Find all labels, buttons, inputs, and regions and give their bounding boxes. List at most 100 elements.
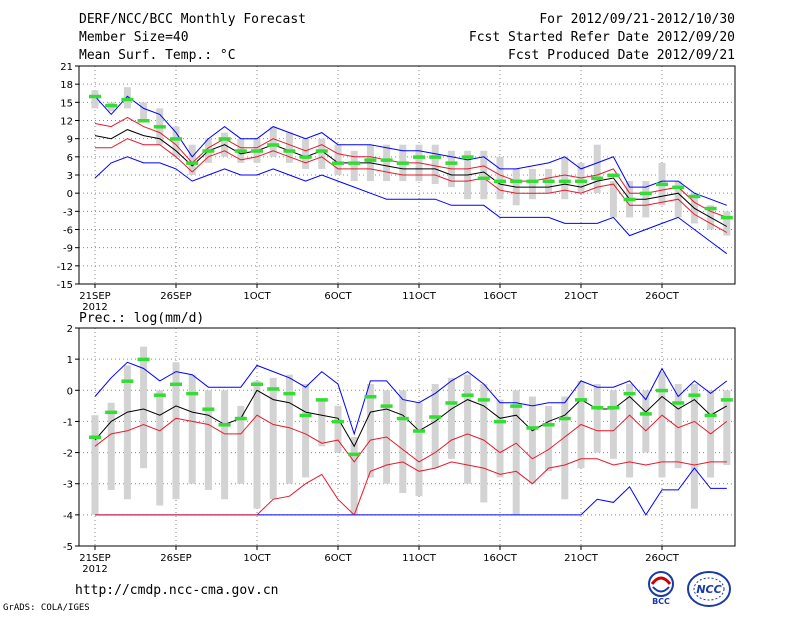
obs-marker bbox=[591, 176, 604, 181]
y-tick-label: -3 bbox=[63, 480, 73, 491]
obs-marker bbox=[639, 412, 652, 416]
obs-marker bbox=[137, 119, 150, 123]
obs-marker bbox=[445, 401, 458, 405]
obs-marker bbox=[558, 416, 571, 421]
ensemble-bar bbox=[221, 390, 229, 500]
ensemble-bar bbox=[366, 384, 374, 478]
y-tick-label: -12 bbox=[57, 262, 73, 273]
ensemble-bar bbox=[431, 144, 439, 185]
ensemble-bar bbox=[188, 144, 196, 175]
series-line-lower-extreme-spread bbox=[95, 458, 727, 516]
obs-marker bbox=[445, 161, 458, 165]
y-tick-label: 21 bbox=[60, 62, 73, 73]
ensemble-bar bbox=[302, 384, 310, 478]
ensemble-bar bbox=[674, 384, 682, 469]
x-tick-label: 11OCT bbox=[402, 553, 437, 564]
obs-marker bbox=[121, 97, 134, 102]
ensemble-bar bbox=[172, 362, 180, 500]
x-tick-label: 6OCT bbox=[324, 291, 352, 302]
obs-marker bbox=[607, 173, 620, 177]
bcc-logo-label: BCC bbox=[652, 597, 670, 606]
obs-marker bbox=[299, 413, 312, 418]
ensemble-bar bbox=[399, 390, 407, 494]
obs-marker bbox=[218, 137, 231, 141]
y-tick-label: 0 bbox=[67, 386, 73, 397]
obs-marker bbox=[396, 161, 409, 165]
ensemble-bar bbox=[107, 402, 115, 490]
ensemble-bar bbox=[237, 405, 245, 484]
obs-marker bbox=[413, 155, 425, 159]
obs-marker bbox=[575, 398, 587, 402]
series-line-lower-spread bbox=[94, 414, 728, 463]
header-produced-date: Fcst Produced Date 2012/09/21 bbox=[508, 48, 735, 63]
ensemble-bar bbox=[350, 437, 358, 515]
y-tick-label: 1 bbox=[67, 355, 73, 366]
obs-marker bbox=[510, 179, 523, 184]
obs-marker bbox=[510, 404, 523, 408]
footer-credit: GrADS: COLA/IGES bbox=[3, 603, 90, 613]
ensemble-bar bbox=[480, 384, 488, 503]
y-tick-label: 18 bbox=[60, 80, 73, 91]
ensemble-bar bbox=[415, 402, 423, 497]
ensemble-bar bbox=[383, 144, 391, 182]
obs-marker bbox=[704, 413, 717, 418]
obs-marker bbox=[299, 155, 312, 159]
ensemble-bar bbox=[593, 384, 601, 453]
footer-url[interactable]: http://cmdp.ncc-cma.gov.cn bbox=[75, 583, 279, 598]
y-tick-label: 12 bbox=[60, 117, 73, 128]
ensemble-bar bbox=[334, 405, 342, 453]
series-line-upper-spread bbox=[94, 116, 727, 218]
obs-marker bbox=[202, 149, 215, 153]
ensemble-bar bbox=[431, 384, 439, 469]
obs-marker bbox=[688, 194, 701, 199]
header-period: For 2012/09/21-2012/10/30 bbox=[539, 12, 735, 27]
ensemble-bar bbox=[545, 405, 553, 472]
y-tick-label: 2 bbox=[67, 324, 73, 335]
ensemble-bar bbox=[140, 102, 148, 121]
obs-marker bbox=[267, 143, 280, 147]
obs-marker bbox=[234, 149, 247, 153]
obs-marker bbox=[688, 393, 701, 397]
obs-marker bbox=[202, 407, 215, 411]
obs-marker bbox=[332, 419, 344, 424]
obs-marker bbox=[315, 398, 328, 402]
ensemble-bar bbox=[528, 396, 536, 484]
obs-marker bbox=[137, 357, 150, 362]
obs-marker bbox=[89, 94, 101, 99]
obs-marker bbox=[170, 382, 182, 387]
ensemble-bar bbox=[302, 138, 310, 169]
y-tick-label: -5 bbox=[63, 542, 73, 553]
ensemble-bar bbox=[561, 156, 569, 200]
obs-marker bbox=[380, 404, 393, 408]
obs-marker bbox=[251, 382, 263, 387]
obs-marker bbox=[267, 387, 280, 391]
ensemble-bar bbox=[480, 150, 488, 200]
obs-marker bbox=[251, 149, 263, 153]
ncc-logo: NCC bbox=[687, 571, 731, 607]
ensemble-bar bbox=[609, 390, 617, 459]
obs-marker bbox=[89, 435, 101, 439]
obs-marker bbox=[542, 423, 555, 427]
header-member-size: Member Size=40 bbox=[79, 30, 189, 45]
ensemble-bar bbox=[123, 87, 131, 109]
y-tick-label: -15 bbox=[57, 280, 73, 291]
ensemble-bar bbox=[156, 390, 164, 506]
y-tick-label: -4 bbox=[63, 511, 73, 522]
obs-marker bbox=[170, 137, 182, 141]
x-tick-label: 16OCT bbox=[483, 291, 518, 302]
obs-marker bbox=[494, 179, 506, 184]
ncc-logo-label: NCC bbox=[696, 583, 721, 596]
x-tick-label: 21OCT bbox=[564, 553, 599, 564]
x-tick-label: 21OCT bbox=[564, 291, 599, 302]
obs-marker bbox=[558, 179, 571, 184]
ensemble-bar bbox=[140, 346, 148, 469]
obs-marker bbox=[656, 388, 668, 393]
series-line-upper bbox=[94, 95, 727, 206]
ensemble-bar bbox=[91, 90, 99, 109]
y-tick-label: -9 bbox=[63, 244, 73, 255]
ensemble-bar bbox=[188, 374, 196, 484]
obs-marker bbox=[672, 185, 685, 190]
ensemble-bar bbox=[496, 156, 504, 200]
obs-marker bbox=[364, 395, 377, 399]
obs-marker bbox=[364, 158, 377, 162]
